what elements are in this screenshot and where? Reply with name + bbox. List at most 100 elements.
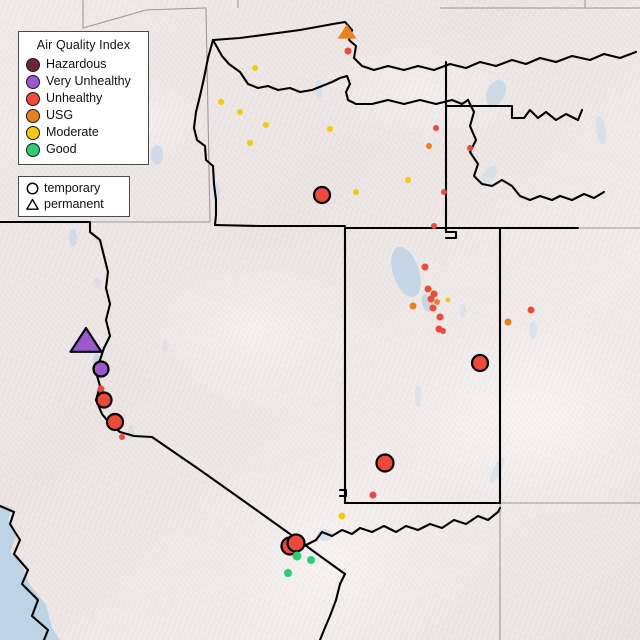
lake-strawberry xyxy=(460,304,466,318)
station-marker-temporary[interactable] xyxy=(292,551,302,561)
lake-shasta xyxy=(93,278,101,288)
border-colorado-river xyxy=(318,572,347,640)
legend-item-moderate[interactable]: Moderate xyxy=(26,124,141,141)
legend-item-unhealthy[interactable]: Unhealthy xyxy=(26,90,141,107)
legend-label-good: Good xyxy=(46,142,77,157)
swatch-hazardous-icon xyxy=(26,57,40,72)
legend-item-temporary[interactable]: temporary xyxy=(25,180,123,196)
border-utah-wyoming-notch xyxy=(444,104,584,122)
legend-title: Air Quality Index xyxy=(36,38,131,52)
station-marker-temporary[interactable] xyxy=(307,556,315,564)
border-oregon-west-south xyxy=(192,38,218,227)
station-marker-temporary[interactable] xyxy=(427,295,435,303)
station-marker-permanent[interactable] xyxy=(337,24,357,39)
swatch-very-unhealthy-icon xyxy=(26,74,40,89)
station-marker-temporary[interactable] xyxy=(369,491,377,499)
station-marker-temporary[interactable] xyxy=(97,385,105,393)
station-marker-temporary[interactable] xyxy=(405,177,411,183)
swatch-usg-icon xyxy=(26,108,40,123)
border-idaho-south xyxy=(343,226,448,234)
station-marker-temporary[interactable] xyxy=(441,189,447,195)
legend-item-very-unhealthy[interactable]: Very Unhealthy xyxy=(26,73,141,90)
border-nevada-utah-jog xyxy=(338,488,348,498)
station-marker-temporary[interactable] xyxy=(434,299,440,305)
station-marker-temporary[interactable] xyxy=(312,185,332,205)
station-marker-temporary[interactable] xyxy=(421,263,429,271)
station-marker-temporary[interactable] xyxy=(284,569,292,577)
border-nevada-california xyxy=(150,435,347,576)
river-snake xyxy=(466,98,562,202)
lake-lahontan xyxy=(162,340,168,352)
station-marker-temporary[interactable] xyxy=(426,143,432,149)
legend-station-type: temporary permanent xyxy=(18,176,130,217)
station-marker-temporary[interactable] xyxy=(431,223,437,229)
legend-item-permanent[interactable]: permanent xyxy=(25,196,123,212)
swatch-moderate-icon xyxy=(26,125,40,140)
legend-item-usg[interactable]: USG xyxy=(26,107,141,124)
station-marker-temporary[interactable] xyxy=(286,533,306,553)
legend-air-quality-index: Air Quality Index Hazardous Very Unhealt… xyxy=(18,31,149,165)
station-marker-temporary[interactable] xyxy=(527,306,535,314)
lake-pyramid xyxy=(69,229,77,247)
border-california-north xyxy=(0,220,92,234)
station-marker-temporary[interactable] xyxy=(92,360,110,378)
coastline-california xyxy=(0,504,50,640)
legend-label-temporary: temporary xyxy=(44,180,101,195)
legend-label-unhealthy: Unhealthy xyxy=(46,91,103,106)
station-marker-temporary[interactable] xyxy=(440,328,446,334)
station-marker-temporary[interactable] xyxy=(353,189,359,195)
station-marker-temporary[interactable] xyxy=(375,453,395,473)
station-marker-temporary[interactable] xyxy=(237,109,243,115)
station-marker-temporary[interactable] xyxy=(470,353,490,373)
swatch-good-icon xyxy=(26,142,40,157)
station-marker-temporary[interactable] xyxy=(436,313,444,321)
lake-klamath xyxy=(151,145,163,165)
lake-sevier xyxy=(415,385,421,407)
station-marker-temporary[interactable] xyxy=(433,125,439,131)
lake-snake-plain xyxy=(481,165,497,185)
legend-label-very-unhealthy: Very Unhealthy xyxy=(46,74,131,89)
lake-north xyxy=(595,116,607,144)
station-marker-temporary[interactable] xyxy=(467,145,473,151)
border-utah-notch-small xyxy=(444,230,458,240)
border-oregon-idaho-north xyxy=(211,20,638,72)
border-arizona-nevada xyxy=(314,506,502,542)
station-marker-temporary[interactable] xyxy=(119,434,125,440)
station-marker-temporary[interactable] xyxy=(105,412,125,432)
legend-label-usg: USG xyxy=(46,108,74,123)
station-marker-temporary[interactable] xyxy=(252,65,258,71)
station-marker-temporary[interactable] xyxy=(327,126,333,132)
station-marker-permanent[interactable] xyxy=(69,326,103,353)
station-marker-temporary[interactable] xyxy=(429,304,437,312)
station-marker-temporary[interactable] xyxy=(445,297,451,303)
swatch-unhealthy-icon xyxy=(26,91,40,106)
station-marker-temporary[interactable] xyxy=(218,99,224,105)
lake-great-salt xyxy=(391,246,421,298)
lake-flaming xyxy=(529,321,537,339)
border-utah-wyoming xyxy=(444,60,580,230)
station-marker-temporary[interactable] xyxy=(338,512,346,520)
legend-label-moderate: Moderate xyxy=(46,125,99,140)
legend-label-hazardous: Hazardous xyxy=(46,57,107,72)
station-marker-temporary[interactable] xyxy=(409,302,417,310)
station-marker-temporary[interactable] xyxy=(424,285,432,293)
river-snake-tail xyxy=(558,190,606,202)
circle-outline-icon xyxy=(26,182,39,194)
station-marker-temporary[interactable] xyxy=(344,47,352,55)
legend-label-permanent: permanent xyxy=(44,196,104,211)
border-idaho-oregon xyxy=(211,38,470,106)
triangle-outline-icon xyxy=(26,198,39,210)
station-marker-temporary[interactable] xyxy=(247,140,253,146)
station-marker-temporary[interactable] xyxy=(95,391,113,409)
legend-item-hazardous[interactable]: Hazardous xyxy=(26,56,141,73)
station-marker-temporary[interactable] xyxy=(504,318,512,326)
lake-idaho-res xyxy=(485,79,507,107)
legend-item-good[interactable]: Good xyxy=(26,141,141,158)
lake-malheur xyxy=(315,80,323,98)
state-borders xyxy=(0,20,638,640)
border-oregon-south xyxy=(213,223,347,228)
station-marker-temporary[interactable] xyxy=(263,122,269,128)
